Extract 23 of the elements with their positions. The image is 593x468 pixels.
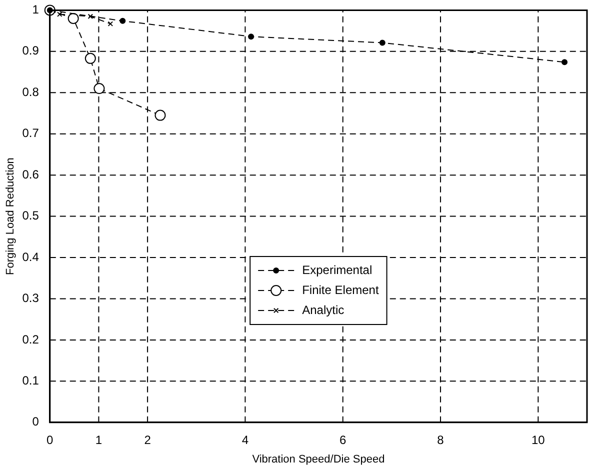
x-tick-label: 4: [242, 432, 249, 447]
y-tick-label: 0.7: [22, 126, 40, 140]
y-tick-label: 0.5: [22, 208, 40, 223]
x-tick-label: 2: [144, 432, 152, 447]
x-tick-label: 1: [95, 432, 102, 447]
legend-label: Experimental: [302, 262, 372, 277]
y-tick-label: 0.1: [22, 373, 40, 388]
y-tick-label: 0.6: [22, 167, 40, 182]
y-tick-label: 0.8: [22, 84, 40, 99]
legend-label: Analytic: [302, 302, 344, 317]
x-tick-label: 0: [46, 432, 54, 447]
x-tick-label: 10: [531, 432, 546, 447]
legend-label: Finite Element: [302, 282, 380, 297]
y-tick-label: 0: [32, 414, 40, 429]
y-tick-label: 0.3: [22, 291, 40, 306]
y-tick-label: 1: [32, 2, 40, 17]
y-tick-label: 0.9: [22, 44, 40, 58]
y-tick-label: 0.4: [22, 250, 40, 264]
x-tick-label: 8: [437, 432, 444, 447]
x-axis-title: Vibration Speed/Die Speed: [252, 453, 385, 466]
x-tick-label: 6: [340, 432, 347, 447]
y-axis-title: Forging Load Reduction: [4, 158, 17, 276]
y-tick-label: 0.2: [22, 332, 40, 346]
